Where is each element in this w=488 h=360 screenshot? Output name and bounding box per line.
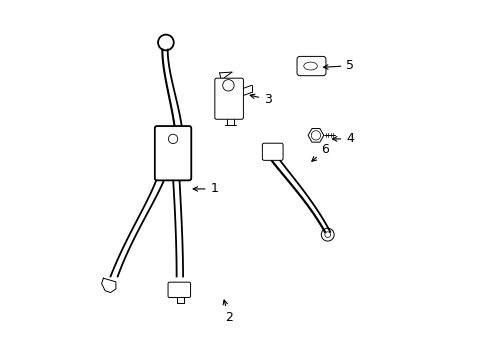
Text: 5: 5 (323, 59, 354, 72)
FancyBboxPatch shape (262, 143, 283, 160)
Text: 2: 2 (223, 300, 232, 324)
Text: 3: 3 (250, 93, 271, 106)
Ellipse shape (303, 62, 317, 70)
Text: 6: 6 (311, 143, 328, 161)
FancyBboxPatch shape (296, 57, 325, 76)
FancyBboxPatch shape (168, 282, 190, 297)
FancyBboxPatch shape (155, 126, 191, 180)
Text: 1: 1 (193, 183, 218, 195)
FancyBboxPatch shape (214, 78, 243, 119)
Polygon shape (102, 278, 116, 293)
Text: 4: 4 (332, 132, 353, 145)
Polygon shape (307, 129, 323, 142)
